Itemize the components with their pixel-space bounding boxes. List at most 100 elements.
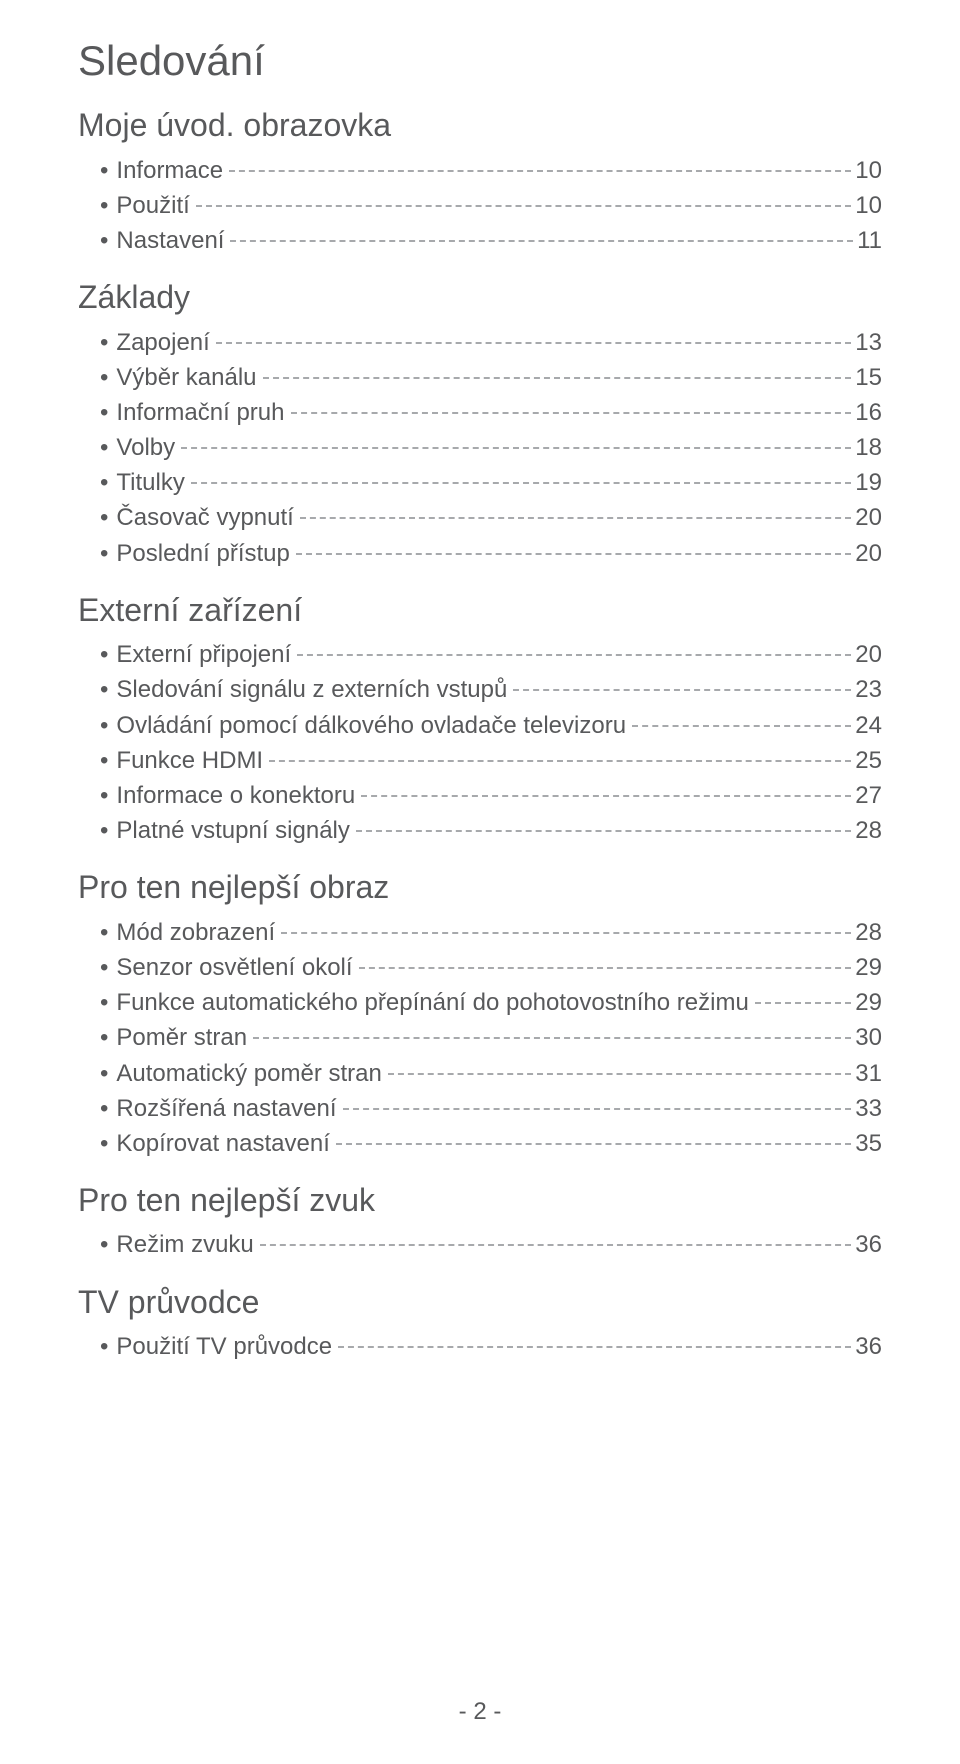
toc-label: Kopírovat nastavení [116,1128,329,1159]
bullet-icon: • [100,674,108,705]
toc-row[interactable]: • Funkce HDMI 25 [100,745,882,776]
toc-page-number: 11 [857,225,882,256]
bullet-icon: • [100,710,108,741]
toc-label: Externí připojení [116,639,291,670]
toc-leader [513,689,851,691]
toc-page-number: 24 [855,710,882,741]
bullet-icon: • [100,225,108,256]
toc-row[interactable]: • Senzor osvětlení okolí 29 [100,952,882,983]
toc-leader [269,760,851,762]
bullet-icon: • [100,1229,108,1260]
toc-row[interactable]: •Zapojení13 [100,327,882,358]
toc-page-number: 20 [855,502,882,533]
toc-row[interactable]: •Rozšířená nastavení33 [100,1093,882,1124]
toc-label: Senzor osvětlení okolí [116,952,352,983]
toc-row[interactable]: •Informační pruh16 [100,397,882,428]
toc-row[interactable]: •Externí připojení20 [100,639,882,670]
bullet-icon: • [100,1058,108,1089]
toc-row[interactable]: • Poslední přístup 20 [100,538,882,569]
toc-label: Mód zobrazení [116,917,275,948]
bullet-icon: • [100,327,108,358]
toc-page-number: 20 [855,538,882,569]
toc-label: Poslední přístup [116,538,289,569]
toc-page-number: 28 [855,917,882,948]
toc-label: Informace [116,155,223,186]
toc-row[interactable]: • Platné vstupní signály 28 [100,815,882,846]
toc-row[interactable]: •Informace o konektoru27 [100,780,882,811]
toc-leader [191,482,851,484]
toc-label: Funkce HDMI [116,745,263,776]
toc-leader [388,1073,851,1075]
toc-page-number: 25 [855,745,882,776]
page-number: - 2 - [0,1698,960,1726]
toc-page-number: 23 [855,674,882,705]
toc-label: Ovládání pomocí dálkového ovladače telev… [116,710,626,741]
toc-row[interactable]: •Mód zobrazení28 [100,917,882,948]
toc-label: Informace o konektoru [116,780,355,811]
toc-label: Titulky [116,467,184,498]
toc-page-number: 29 [855,987,882,1018]
toc-leader [230,240,853,242]
toc-row[interactable]: •Titulky19 [100,467,882,498]
toc-leader [291,412,852,414]
toc-leader [229,170,851,172]
toc-row[interactable]: •Časovač vypnutí20 [100,502,882,533]
bullet-icon: • [100,987,108,1018]
bullet-icon: • [100,362,108,393]
toc-row[interactable]: •Použití10 [100,190,882,221]
toc-page-number: 36 [855,1229,882,1260]
bullet-icon: • [100,467,108,498]
toc-leader [632,725,851,727]
toc-leader [281,932,851,934]
toc-leader [263,377,852,379]
toc-row[interactable]: •Poměr stran30 [100,1022,882,1053]
toc-leader [338,1346,851,1348]
toc-row[interactable]: •Použití TV průvodce36 [100,1331,882,1362]
toc-label: Nastavení [116,225,224,256]
toc-page-number: 10 [855,190,882,221]
toc-page-number: 28 [855,815,882,846]
toc-page-number: 18 [855,432,882,463]
toc-label: Poměr stran [116,1022,247,1053]
bullet-icon: • [100,155,108,186]
toc-row[interactable]: •Výběr kanálu15 [100,362,882,393]
bullet-icon: • [100,1331,108,1362]
toc-row[interactable]: • Nastavení 11 [100,225,882,256]
toc-row[interactable]: •Funkce automatického přepínání do pohot… [100,987,882,1018]
toc-leader [359,967,852,969]
section-heading: Pro ten nejlepší obraz [78,868,882,906]
toc-leader [297,654,851,656]
bullet-icon: • [100,538,108,569]
bullet-icon: • [100,1093,108,1124]
toc-row[interactable]: •Volby18 [100,432,882,463]
toc-leader [300,517,851,519]
toc-row[interactable]: •Režim zvuku36 [100,1229,882,1260]
toc-row[interactable]: • Ovládání pomocí dálkového ovladače tele… [100,710,882,741]
bullet-icon: • [100,639,108,670]
toc-page-number: 29 [855,952,882,983]
toc-label: Použití [116,190,189,221]
toc-label: Výběr kanálu [116,362,256,393]
toc-row[interactable]: •Informace10 [100,155,882,186]
bullet-icon: • [100,1128,108,1159]
toc-leader [181,447,851,449]
bullet-icon: • [100,815,108,846]
bullet-icon: • [100,745,108,776]
toc-page-number: 35 [855,1128,882,1159]
toc-page-number: 27 [855,780,882,811]
page: Sledování Moje úvod. obrazovka•Informace… [0,0,960,1764]
toc-label: Zapojení [116,327,209,358]
section-heading: Pro ten nejlepší zvuk [78,1181,882,1219]
toc-label: Automatický poměr stran [116,1058,381,1089]
toc-label: Platné vstupní signály [116,815,349,846]
bullet-icon: • [100,432,108,463]
toc-leader [336,1143,851,1145]
toc-leader [361,795,851,797]
toc-row[interactable]: •Sledování signálu z externích vstupů23 [100,674,882,705]
toc-row[interactable]: •Automatický poměr stran31 [100,1058,882,1089]
toc-leader [296,553,851,555]
toc-page-number: 30 [855,1022,882,1053]
toc-row[interactable]: • Kopírovat nastavení 35 [100,1128,882,1159]
section-heading: Moje úvod. obrazovka [78,106,882,144]
bullet-icon: • [100,952,108,983]
